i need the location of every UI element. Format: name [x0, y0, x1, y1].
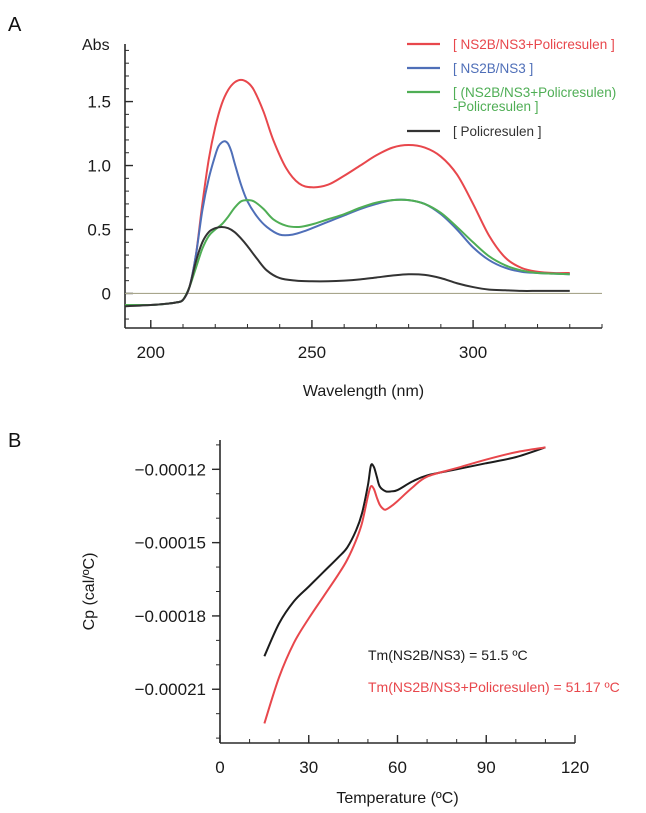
- x-tick-label: 250: [298, 343, 326, 362]
- panel-a: A 0 0.5 1.0 1.5 200 250 300 Abs Wavelength (nm) […: [0, 0, 646, 405]
- y-tick-label: −0.00012: [135, 460, 206, 479]
- y-tick-label: 1.0: [87, 157, 111, 176]
- tm-annotation-1: Tm(NS2B/NS3) = 51.5 ºC: [368, 647, 528, 663]
- y-tick-label: 0: [102, 284, 111, 303]
- x-tick-label: 30: [299, 758, 318, 777]
- y-axis-label: Abs: [82, 37, 110, 54]
- series-line-ns2b-ns3: [124, 140, 570, 307]
- legend-label: [ NS2B/NS3 ]: [453, 61, 533, 76]
- y-tick-label: 0.5: [87, 220, 111, 239]
- legend-label: [ NS2B/NS3+Policresulen ]: [453, 37, 615, 52]
- uv-absorbance-chart: 0 0.5 1.0 1.5 200 250 300 Abs Wavelength (nm) [ N…: [82, 37, 616, 400]
- series-line-ns2b-ns3-policresulen: [263, 446, 546, 724]
- legend-item-ns2b-ns3: [ NS2B/NS3 ]: [407, 61, 533, 76]
- x-tick-label: 200: [137, 343, 165, 362]
- panel-b: B −0.00012 −0.00015 −0.00018 −0.00021 0 30 60 9…: [0, 405, 646, 808]
- x-tick-label: 120: [561, 758, 589, 777]
- series-line-ns2b-ns3-policresulen-policresulen: [124, 198, 570, 307]
- x-tick-label: 90: [477, 758, 496, 777]
- y-tick-label: −0.00018: [135, 607, 206, 626]
- legend-label: -Policresulen ]: [453, 99, 539, 114]
- series-line-ns2b-ns3: [263, 446, 546, 657]
- x-tick-label: 0: [215, 758, 224, 777]
- y-tick-label: 1.5: [87, 93, 111, 112]
- legend-label: [ Policresulen ]: [453, 124, 542, 139]
- x-tick-label: 60: [388, 758, 407, 777]
- tm-annotation-2: Tm(NS2B/NS3+Policresulen) = 51.17 ºC: [368, 679, 620, 695]
- legend-item-ns2b-ns3-policresulen: [ NS2B/NS3+Policresulen ]: [407, 37, 615, 52]
- panel-label-b: B: [8, 430, 22, 452]
- panel-label-a: A: [8, 14, 22, 36]
- legend-item-ns2b-ns3-policresulen-policresulen: [ (NS2B/NS3+Policresulen)-Policresulen ]: [407, 85, 616, 114]
- x-axis-label: Wavelength (nm): [303, 383, 424, 400]
- y-axis-label: Cp (cal/ºC): [81, 553, 98, 631]
- x-axis-label: Temperature (ºC): [336, 790, 458, 807]
- legend: [ NS2B/NS3+Policresulen ] [ NS2B/NS3 ] [ (…: [407, 37, 616, 139]
- y-tick-label: −0.00015: [135, 534, 206, 553]
- dsc-thermogram-chart: −0.00012 −0.00015 −0.00018 −0.00021 0 30 60 90 1…: [81, 440, 620, 807]
- x-tick-label: 300: [459, 343, 487, 362]
- legend-item-policresulen: [ Policresulen ]: [407, 124, 542, 139]
- series-line-policresulen: [124, 225, 570, 308]
- y-tick-label: −0.00021: [135, 680, 206, 699]
- legend-label: [ (NS2B/NS3+Policresulen): [453, 85, 616, 100]
